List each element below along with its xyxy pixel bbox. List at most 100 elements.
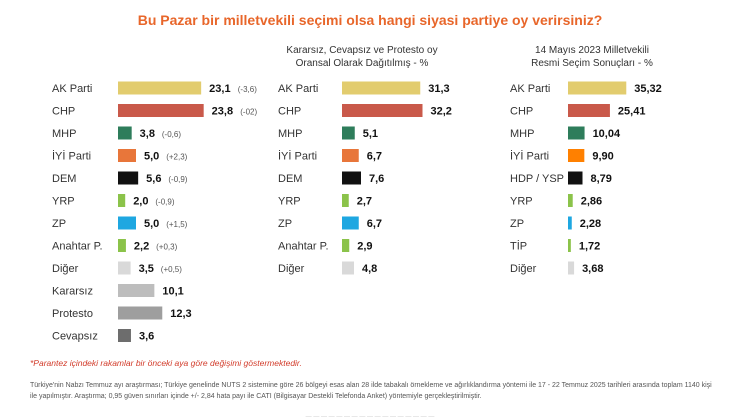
bar xyxy=(342,149,359,162)
change-label: (-0,9) xyxy=(168,175,187,184)
value-label: 35,32 xyxy=(634,83,662,95)
value-label: 2,86 xyxy=(581,196,602,208)
category-label: CHP xyxy=(278,106,301,118)
value-label: 8,79 xyxy=(591,173,612,185)
bar xyxy=(342,126,355,140)
value-label: 3,6 xyxy=(139,331,154,343)
value-label: 10,1 xyxy=(162,286,183,298)
bar xyxy=(118,104,204,117)
value-label: 31,3 xyxy=(428,83,449,95)
category-label: YRP xyxy=(510,196,533,208)
bar xyxy=(118,329,131,342)
category-label: DEM xyxy=(278,173,302,185)
bar xyxy=(342,216,359,230)
footnote: *Parantez içindeki rakamlar bir önceki a… xyxy=(30,358,302,368)
bar xyxy=(568,171,583,185)
source-strip: — — — — — — — — — — — — — — — — — xyxy=(305,414,435,420)
value-label: 5,0 xyxy=(144,218,159,230)
bar xyxy=(568,126,585,140)
value-label: 25,41 xyxy=(618,106,646,118)
value-label: 2,2 xyxy=(134,241,149,253)
value-label: 12,3 xyxy=(170,308,191,320)
bar xyxy=(118,149,136,162)
value-label: 4,8 xyxy=(362,263,377,275)
change-label: (+1,5) xyxy=(166,220,187,229)
value-label: 5,1 xyxy=(363,128,378,140)
category-label: Protesto xyxy=(52,308,93,320)
bar xyxy=(118,306,163,320)
value-label: 2,0 xyxy=(133,196,148,208)
change-label: (+2,3) xyxy=(166,153,187,162)
bar xyxy=(342,81,421,95)
category-label: AK Parti xyxy=(52,83,92,95)
value-label: 7,6 xyxy=(369,173,384,185)
bar xyxy=(342,171,361,185)
category-label: Diğer xyxy=(52,263,79,275)
category-label: YRP xyxy=(52,196,75,208)
bar xyxy=(568,194,573,207)
category-label: Anahtar P. xyxy=(278,241,329,253)
change-label: (-02) xyxy=(240,108,257,117)
category-label: AK Parti xyxy=(510,83,550,95)
category-label: Anahtar P. xyxy=(52,241,103,253)
category-label: MHP xyxy=(278,128,302,140)
category-label: Diğer xyxy=(278,263,305,275)
category-label: HDP / YSP xyxy=(510,173,564,185)
value-label: 1,72 xyxy=(579,241,600,253)
category-label: Cevapsız xyxy=(52,331,98,343)
category-label: İYİ Parti xyxy=(52,150,91,163)
value-label: 2,9 xyxy=(357,241,372,253)
bar xyxy=(568,149,585,162)
value-label: 3,8 xyxy=(140,128,155,140)
category-label: MHP xyxy=(52,128,76,140)
category-label: TİP xyxy=(510,240,527,253)
value-label: 32,2 xyxy=(431,106,452,118)
bar xyxy=(118,171,139,185)
value-label: 5,0 xyxy=(144,151,159,163)
change-label: (-3,6) xyxy=(238,85,257,94)
bar xyxy=(118,194,126,207)
change-label: (-0,6) xyxy=(162,130,181,139)
category-label: Diğer xyxy=(510,263,537,275)
category-label: İYİ Parti xyxy=(510,150,549,163)
category-label: DEM xyxy=(52,173,76,185)
bar xyxy=(568,216,572,230)
value-label: 23,1 xyxy=(209,83,230,95)
category-label: Kararsız xyxy=(52,286,93,298)
bar xyxy=(118,126,132,140)
category-label: CHP xyxy=(52,106,75,118)
bar xyxy=(342,239,350,252)
bar xyxy=(342,261,354,275)
bar xyxy=(568,239,571,252)
value-label: 23,8 xyxy=(212,106,233,118)
value-label: 9,90 xyxy=(592,151,613,163)
panel-title-distributed: Kararsız, Cevapsız ve Protesto oy Oransa… xyxy=(286,45,438,69)
bar xyxy=(118,239,126,252)
bar xyxy=(118,81,202,95)
methodology-text: Türkiye'nin Nabzı Temmuz ayı araştırması… xyxy=(30,382,712,400)
value-label: 2,28 xyxy=(580,218,601,230)
value-label: 6,7 xyxy=(367,151,382,163)
category-label: ZP xyxy=(52,218,66,230)
category-label: MHP xyxy=(510,128,534,140)
value-label: 10,04 xyxy=(593,128,621,140)
value-label: 2,7 xyxy=(357,196,372,208)
bar xyxy=(342,104,423,117)
change-label: (-0,9) xyxy=(155,198,174,207)
change-label: (+0,5) xyxy=(161,265,182,274)
category-label: AK Parti xyxy=(278,83,318,95)
panel-title-2023-results: 14 Mayıs 2023 Milletvekili Resmi Seçim S… xyxy=(531,45,653,69)
bar xyxy=(568,104,610,117)
category-label: İYİ Parti xyxy=(278,150,317,163)
category-label: ZP xyxy=(278,218,292,230)
category-label: YRP xyxy=(278,196,301,208)
value-label: 3,5 xyxy=(139,263,154,275)
bar xyxy=(568,81,627,95)
value-label: 6,7 xyxy=(367,218,382,230)
bar xyxy=(118,261,131,275)
bar xyxy=(568,261,575,275)
bar xyxy=(118,216,136,230)
value-label: 5,6 xyxy=(146,173,161,185)
chart-title: Bu Pazar bir milletvekili seçimi olsa ha… xyxy=(137,12,603,28)
